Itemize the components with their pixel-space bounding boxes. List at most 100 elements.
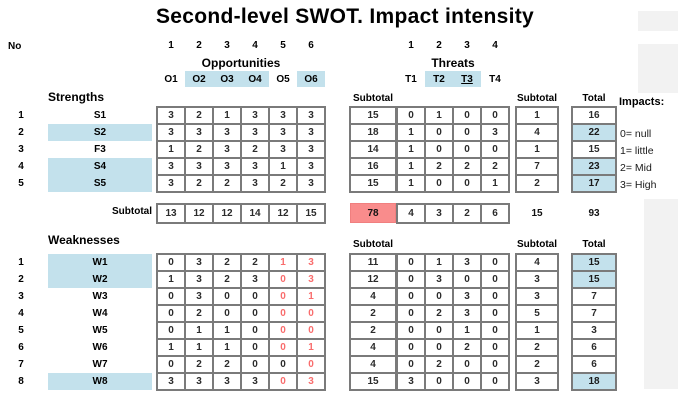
matrix-cell[interactable]: 3 bbox=[157, 124, 185, 141]
matrix-cell[interactable]: 2 bbox=[213, 356, 241, 373]
matrix-cell[interactable]: 3 bbox=[241, 124, 269, 141]
row-name[interactable]: W1 bbox=[48, 254, 152, 271]
matrix-cell[interactable]: 0 bbox=[481, 254, 509, 271]
matrix-cell[interactable]: 0 bbox=[397, 288, 425, 305]
total-cell[interactable]: 15 bbox=[572, 141, 616, 158]
matrix-cell[interactable]: 2 bbox=[185, 305, 213, 322]
matrix-cell[interactable]: 0 bbox=[397, 339, 425, 356]
opp-subtotal-cell[interactable]: 15 bbox=[350, 175, 396, 192]
matrix-cell[interactable]: 0 bbox=[157, 288, 185, 305]
thr-subtotal-cell[interactable]: 2 bbox=[516, 356, 558, 373]
matrix-cell[interactable]: 3 bbox=[425, 271, 453, 288]
matrix-cell[interactable]: 0 bbox=[241, 356, 269, 373]
matrix-cell[interactable]: 3 bbox=[297, 107, 325, 124]
row-name[interactable]: W4 bbox=[92, 308, 108, 319]
col-subtotal-cell[interactable]: 12 bbox=[185, 204, 213, 223]
matrix-cell[interactable]: 3 bbox=[269, 141, 297, 158]
thr-subtotal-cell[interactable]: 5 bbox=[516, 305, 558, 322]
matrix-cell[interactable]: 2 bbox=[185, 141, 213, 158]
matrix-cell[interactable]: 3 bbox=[213, 124, 241, 141]
thr-subtotal-cell[interactable]: 1 bbox=[516, 322, 558, 339]
row-name[interactable]: W2 bbox=[48, 271, 152, 288]
matrix-cell[interactable]: 3 bbox=[241, 271, 269, 288]
thr-subtotal-cell[interactable]: 4 bbox=[516, 254, 558, 271]
opp-subtotal-cell[interactable]: 15 bbox=[350, 107, 396, 124]
col-subtotal-cell[interactable]: 13 bbox=[157, 204, 185, 223]
matrix-cell[interactable]: 3 bbox=[397, 373, 425, 390]
opp-subtotal-cell[interactable]: 2 bbox=[350, 305, 396, 322]
matrix-cell[interactable]: 3 bbox=[297, 124, 325, 141]
matrix-cell[interactable]: 0 bbox=[241, 322, 269, 339]
total-cell[interactable]: 7 bbox=[572, 305, 616, 322]
matrix-cell[interactable]: 2 bbox=[185, 356, 213, 373]
opp-subtotal-cell[interactable]: 16 bbox=[350, 158, 396, 175]
thr-subtotal-cell[interactable]: 3 bbox=[516, 373, 558, 390]
matrix-cell[interactable]: 0 bbox=[269, 373, 297, 390]
matrix-cell[interactable]: 3 bbox=[297, 373, 325, 390]
total-cell[interactable]: 15 bbox=[572, 254, 616, 271]
matrix-cell[interactable]: 0 bbox=[481, 288, 509, 305]
total-cell[interactable]: 15 bbox=[572, 271, 616, 288]
matrix-cell[interactable]: 2 bbox=[453, 339, 481, 356]
matrix-cell[interactable]: 0 bbox=[481, 141, 509, 158]
matrix-cell[interactable]: 3 bbox=[297, 175, 325, 192]
row-name[interactable]: F3 bbox=[94, 144, 106, 155]
matrix-cell[interactable]: 0 bbox=[453, 373, 481, 390]
matrix-cell[interactable]: 0 bbox=[297, 305, 325, 322]
total-cell[interactable]: 23 bbox=[572, 158, 616, 175]
matrix-cell[interactable]: 3 bbox=[185, 124, 213, 141]
matrix-cell[interactable]: 0 bbox=[269, 356, 297, 373]
opp-subtotal-cell[interactable]: 4 bbox=[350, 288, 396, 305]
matrix-cell[interactable]: 2 bbox=[269, 175, 297, 192]
matrix-cell[interactable]: 3 bbox=[241, 107, 269, 124]
matrix-cell[interactable]: 0 bbox=[453, 124, 481, 141]
matrix-cell[interactable]: 0 bbox=[397, 254, 425, 271]
matrix-cell[interactable]: 3 bbox=[453, 288, 481, 305]
matrix-cell[interactable]: 3 bbox=[185, 373, 213, 390]
matrix-cell[interactable]: 3 bbox=[213, 373, 241, 390]
col-subtotal-cell[interactable]: 15 bbox=[297, 204, 325, 223]
row-name[interactable]: S5 bbox=[48, 175, 152, 192]
matrix-cell[interactable]: 3 bbox=[185, 288, 213, 305]
matrix-cell[interactable]: 1 bbox=[185, 339, 213, 356]
matrix-cell[interactable]: 0 bbox=[157, 254, 185, 271]
total-cell[interactable]: 22 bbox=[572, 124, 616, 141]
thr-col-subtotal-cell[interactable]: 2 bbox=[453, 204, 481, 223]
matrix-cell[interactable]: 2 bbox=[241, 141, 269, 158]
matrix-cell[interactable]: 0 bbox=[213, 288, 241, 305]
matrix-cell[interactable]: 2 bbox=[213, 254, 241, 271]
total-cell[interactable]: 17 bbox=[572, 175, 616, 192]
matrix-cell[interactable]: 0 bbox=[397, 322, 425, 339]
matrix-cell[interactable]: 0 bbox=[425, 339, 453, 356]
matrix-cell[interactable]: 3 bbox=[157, 107, 185, 124]
row-name[interactable]: S4 bbox=[48, 158, 152, 175]
matrix-cell[interactable]: 0 bbox=[425, 322, 453, 339]
row-name[interactable]: W6 bbox=[92, 342, 108, 353]
matrix-cell[interactable]: 2 bbox=[481, 158, 509, 175]
matrix-cell[interactable]: 0 bbox=[481, 305, 509, 322]
matrix-cell[interactable]: 0 bbox=[453, 356, 481, 373]
thr-col-subtotal-cell[interactable]: 3 bbox=[425, 204, 453, 223]
matrix-cell[interactable]: 0 bbox=[241, 288, 269, 305]
matrix-cell[interactable]: 3 bbox=[453, 305, 481, 322]
matrix-cell[interactable]: 1 bbox=[157, 339, 185, 356]
matrix-cell[interactable]: 0 bbox=[297, 356, 325, 373]
thr-subtotal-cell[interactable]: 4 bbox=[516, 124, 558, 141]
total-cell[interactable]: 3 bbox=[572, 322, 616, 339]
matrix-cell[interactable]: 0 bbox=[157, 305, 185, 322]
matrix-cell[interactable]: 3 bbox=[297, 141, 325, 158]
matrix-cell[interactable]: 1 bbox=[397, 124, 425, 141]
matrix-cell[interactable]: 2 bbox=[213, 271, 241, 288]
matrix-cell[interactable]: 0 bbox=[481, 322, 509, 339]
matrix-cell[interactable]: 3 bbox=[297, 271, 325, 288]
row-name[interactable]: S2 bbox=[48, 124, 152, 141]
matrix-cell[interactable]: 0 bbox=[425, 141, 453, 158]
thr-subtotal-cell[interactable]: 1 bbox=[516, 107, 558, 124]
row-name[interactable]: S1 bbox=[93, 110, 107, 121]
matrix-cell[interactable]: 0 bbox=[481, 373, 509, 390]
matrix-cell[interactable]: 0 bbox=[481, 339, 509, 356]
opp-subtotal-cell[interactable]: 18 bbox=[350, 124, 396, 141]
thr-subtotal-cell[interactable]: 2 bbox=[516, 339, 558, 356]
matrix-cell[interactable]: 0 bbox=[157, 322, 185, 339]
matrix-cell[interactable]: 3 bbox=[269, 124, 297, 141]
